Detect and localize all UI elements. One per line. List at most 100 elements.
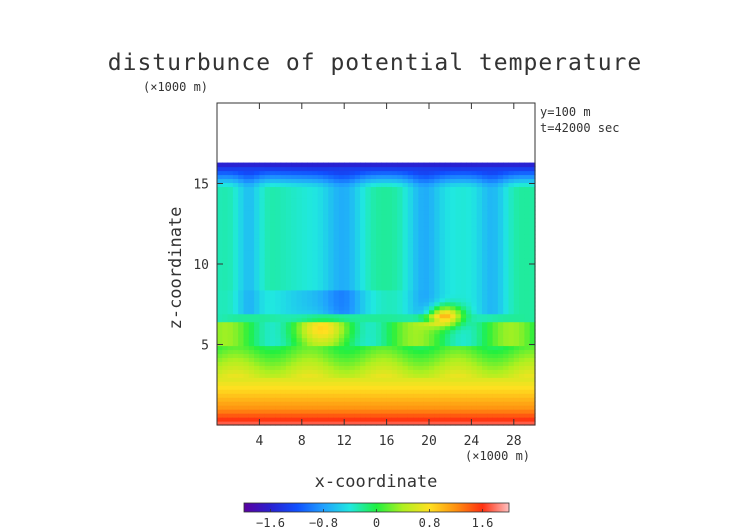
heatmap-cell xyxy=(349,361,356,366)
heatmap-cell xyxy=(413,389,419,394)
heatmap-cell xyxy=(386,234,393,239)
heatmap-cell xyxy=(455,234,462,239)
heatmap-cell xyxy=(418,405,425,410)
heatmap-cell xyxy=(349,369,356,374)
heatmap-cell xyxy=(450,198,457,203)
heatmap-cell xyxy=(529,293,536,299)
heatmap-cell xyxy=(376,409,382,414)
heatmap-cell xyxy=(291,277,298,283)
heatmap-cell xyxy=(270,333,276,339)
heatmap-cell xyxy=(333,230,340,235)
heatmap-cell xyxy=(503,250,510,255)
heatmap-cell xyxy=(323,421,329,426)
heatmap-cell xyxy=(497,289,504,295)
heatmap-cell xyxy=(381,313,388,319)
heatmap-cell xyxy=(317,345,324,351)
heatmap-cell xyxy=(503,289,510,295)
heatmap-cell xyxy=(338,277,345,283)
heatmap-cell xyxy=(317,417,324,422)
heatmap-cell xyxy=(434,393,441,398)
heatmap-cell xyxy=(360,174,366,180)
heatmap-cell xyxy=(323,341,329,347)
heatmap-cell xyxy=(376,261,382,267)
heatmap-cell xyxy=(429,226,435,231)
heatmap-cell xyxy=(407,409,414,414)
heatmap-cell xyxy=(312,170,319,176)
heatmap-cell xyxy=(524,242,531,247)
heatmap-cell xyxy=(248,341,255,347)
heatmap-cell xyxy=(513,186,520,192)
heatmap-cell xyxy=(391,218,398,223)
heatmap-cell xyxy=(280,186,287,192)
heatmap-cell xyxy=(413,182,419,188)
heatmap-cell xyxy=(529,194,536,199)
heatmap-cell xyxy=(471,333,478,339)
heatmap-cell xyxy=(476,246,483,251)
heatmap-cell xyxy=(275,174,282,180)
heatmap-cell xyxy=(291,218,298,223)
heatmap-cell xyxy=(407,222,414,227)
heatmap-cell xyxy=(466,297,472,303)
heatmap-cell xyxy=(238,325,245,331)
heatmap-cell xyxy=(482,202,488,207)
heatmap-cell xyxy=(248,289,255,295)
heatmap-cell xyxy=(503,162,510,168)
heatmap-cell xyxy=(450,357,457,362)
heatmap-cell xyxy=(296,261,303,267)
heatmap-cell xyxy=(482,269,488,275)
heatmap-cell xyxy=(217,210,223,215)
heatmap-cell xyxy=(413,246,419,251)
y-axis-label: z-coordinate xyxy=(166,207,186,330)
heatmap-cell xyxy=(217,345,223,351)
heatmap-cell xyxy=(365,341,372,347)
heatmap-cell xyxy=(360,417,366,422)
heatmap-cell xyxy=(238,293,245,299)
heatmap-cell xyxy=(513,254,520,259)
heatmap-cell xyxy=(323,353,329,359)
heatmap-cell xyxy=(280,273,287,279)
heatmap-cell xyxy=(381,254,388,259)
heatmap-cell xyxy=(254,198,260,203)
heatmap-cell xyxy=(222,333,229,339)
heatmap-cell xyxy=(365,413,372,418)
heatmap-cell xyxy=(434,341,441,347)
heatmap-cell xyxy=(238,254,245,259)
heatmap-cell xyxy=(429,198,435,203)
heatmap-cell xyxy=(370,230,377,235)
heatmap-cell xyxy=(444,345,451,351)
heatmap-cell xyxy=(312,214,319,219)
heatmap-cell xyxy=(402,242,409,247)
heatmap-cell xyxy=(370,250,377,255)
heatmap-cell xyxy=(259,273,266,279)
heatmap-cell xyxy=(360,401,366,406)
heatmap-cell xyxy=(264,170,271,176)
heatmap-cell xyxy=(285,397,292,402)
heatmap-cell xyxy=(439,269,446,275)
heatmap-cell xyxy=(376,254,382,259)
heatmap-cell xyxy=(328,238,335,243)
heatmap-cell xyxy=(386,238,393,243)
heatmap-cell xyxy=(254,238,260,243)
heatmap-cell xyxy=(227,337,234,343)
heatmap-cell xyxy=(455,321,462,327)
heatmap-cell xyxy=(460,214,467,219)
heatmap-cell xyxy=(487,365,494,370)
heatmap-cell xyxy=(455,269,462,275)
heatmap-cell xyxy=(370,321,377,327)
heatmap-cell xyxy=(466,337,472,343)
heatmap-cell xyxy=(291,234,298,239)
heatmap-cell xyxy=(429,317,435,323)
heatmap-cell xyxy=(285,265,292,271)
heatmap-cell xyxy=(482,194,488,199)
heatmap-cell xyxy=(344,198,351,203)
heatmap-cell xyxy=(275,222,282,227)
heatmap-cell xyxy=(444,349,451,355)
heatmap-cell xyxy=(476,190,483,195)
heatmap-cell xyxy=(476,198,483,203)
heatmap-cell xyxy=(381,222,388,227)
heatmap-cell xyxy=(333,222,340,227)
heatmap-cell xyxy=(513,289,520,295)
heatmap-cell xyxy=(381,325,388,331)
heatmap-cell xyxy=(238,405,245,410)
heatmap-cell xyxy=(444,226,451,231)
